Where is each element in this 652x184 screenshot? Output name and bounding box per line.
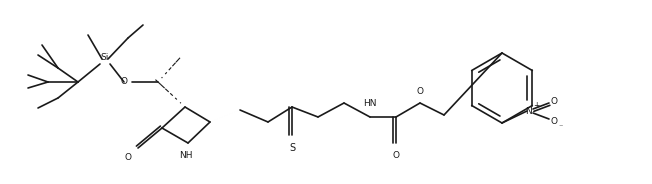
Text: O: O bbox=[125, 153, 132, 162]
Text: O: O bbox=[393, 151, 400, 160]
Text: +: + bbox=[533, 102, 539, 111]
Text: O: O bbox=[417, 88, 424, 96]
Text: NH: NH bbox=[179, 151, 193, 160]
Text: S: S bbox=[289, 143, 295, 153]
Text: O: O bbox=[550, 96, 557, 105]
Text: ⁻: ⁻ bbox=[559, 123, 563, 132]
Polygon shape bbox=[210, 109, 243, 122]
Text: O: O bbox=[121, 77, 128, 86]
Text: O: O bbox=[550, 118, 557, 127]
Text: N: N bbox=[526, 107, 533, 116]
Text: Si: Si bbox=[101, 54, 109, 63]
Text: HN: HN bbox=[363, 98, 377, 107]
